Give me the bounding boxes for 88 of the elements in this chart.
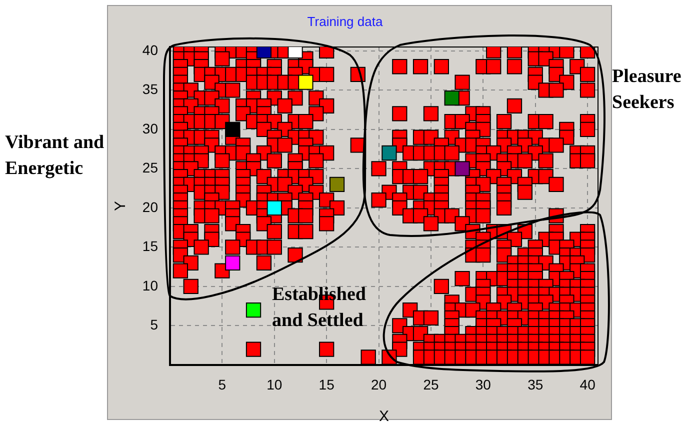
point: [423, 216, 439, 232]
point: [548, 176, 564, 192]
point: [329, 176, 345, 192]
point: [548, 138, 564, 153]
point: [266, 240, 282, 255]
point: [319, 216, 334, 232]
point: [298, 114, 314, 130]
x-tick-label: 25: [423, 376, 439, 392]
point: [476, 208, 491, 224]
y-tick-label: 35: [142, 81, 158, 98]
point: [360, 350, 376, 365]
point: [382, 145, 397, 161]
point: [580, 82, 596, 98]
point: [277, 138, 292, 153]
y-tick-label: 15: [142, 238, 158, 254]
point: [308, 153, 324, 168]
point: [214, 51, 230, 66]
point: [266, 200, 282, 216]
point: [548, 82, 564, 98]
point: [476, 248, 491, 263]
point: [172, 263, 188, 278]
point: [580, 66, 596, 82]
point: [444, 145, 460, 161]
x-tick-label: 35: [528, 376, 544, 392]
x-tick-label: 15: [318, 376, 335, 392]
point: [580, 122, 596, 138]
point: [371, 161, 386, 176]
chart-title: Training data: [307, 14, 384, 29]
x-axis-title: X: [378, 408, 390, 426]
point: [454, 74, 470, 90]
point: [412, 59, 428, 74]
point: [214, 153, 230, 168]
point: [444, 90, 460, 106]
x-tick-label: 5: [218, 376, 226, 392]
point: [298, 208, 314, 224]
point: [412, 168, 428, 184]
y-tick-label: 5: [150, 316, 158, 333]
point: [225, 82, 240, 98]
point: [298, 224, 314, 240]
point: [506, 59, 522, 74]
point: [434, 278, 449, 294]
point: [392, 59, 408, 74]
point: [319, 342, 334, 357]
y-tick-label: 25: [142, 160, 158, 176]
text: Pleasure Seekers: [612, 66, 682, 113]
point: [288, 248, 303, 263]
point: [246, 342, 262, 357]
point: [580, 350, 596, 365]
y-tick-label: 40: [142, 42, 158, 58]
point: [517, 184, 532, 200]
point: [194, 240, 209, 255]
point: [423, 310, 439, 326]
point: [506, 98, 522, 114]
point: [434, 59, 449, 74]
x-tick-label: 10: [266, 376, 282, 392]
x-tick-label: 40: [580, 376, 596, 392]
point: [225, 122, 240, 138]
point: [204, 208, 220, 224]
point: [496, 200, 512, 216]
point: [277, 98, 292, 114]
point: [266, 153, 282, 168]
point: [256, 255, 272, 270]
y-tick-label: 10: [142, 277, 158, 294]
point: [486, 59, 502, 74]
point: [580, 153, 596, 168]
point: [538, 114, 554, 130]
y-tick-label: 20: [142, 198, 158, 215]
y-tick-label: 30: [142, 120, 158, 136]
point: [454, 161, 470, 176]
point: [392, 106, 408, 122]
point: [423, 106, 439, 122]
y-axis-title: Y: [112, 200, 130, 212]
point: [225, 240, 240, 255]
point: [517, 153, 532, 168]
x-tick-label: 30: [475, 376, 492, 392]
point: [266, 224, 282, 240]
point: [319, 66, 334, 82]
text: Vibrant and Energetic: [5, 132, 105, 179]
point: [538, 153, 554, 168]
point: [496, 114, 512, 130]
point: [246, 302, 262, 318]
point: [371, 192, 386, 208]
annotation: Established and Settled: [272, 284, 366, 331]
x-tick-label: 20: [370, 376, 387, 392]
point: [454, 271, 470, 286]
point: [225, 255, 240, 270]
point: [183, 278, 198, 294]
point: [298, 74, 314, 90]
